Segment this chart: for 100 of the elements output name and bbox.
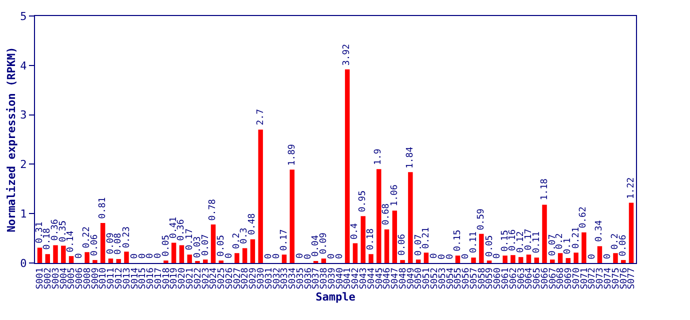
data-label: 0.14 bbox=[66, 230, 76, 252]
data-label: 0.68 bbox=[381, 203, 392, 226]
data-label: 0.21 bbox=[571, 227, 582, 249]
data-label: 0.21 bbox=[422, 227, 432, 249]
data-label: 0.78 bbox=[208, 199, 218, 221]
bar bbox=[628, 202, 634, 263]
y-axis-title: Normalized expression (RPKM) bbox=[4, 46, 18, 232]
data-label: 0.06 bbox=[398, 234, 408, 256]
bar bbox=[613, 253, 618, 263]
bar bbox=[550, 260, 555, 263]
bar bbox=[424, 252, 429, 263]
y-tick-label: 4 bbox=[20, 59, 28, 72]
bar bbox=[526, 254, 532, 263]
bar bbox=[210, 224, 216, 263]
data-label: 0.81 bbox=[98, 197, 108, 219]
bar bbox=[542, 204, 547, 263]
data-label: 0.06 bbox=[90, 234, 100, 256]
bar bbox=[108, 258, 114, 263]
data-label: 0.18 bbox=[366, 228, 376, 250]
bar bbox=[100, 222, 106, 263]
x-axis-title: Sample bbox=[316, 290, 356, 304]
bar bbox=[518, 257, 524, 263]
x-tick-label: S077 bbox=[627, 268, 638, 290]
data-label: 0.36 bbox=[50, 219, 60, 241]
data-label: 0 bbox=[492, 253, 503, 259]
bar bbox=[45, 254, 50, 263]
data-label: 1.18 bbox=[540, 178, 550, 200]
bar bbox=[368, 254, 374, 263]
data-label: 0 bbox=[74, 253, 85, 259]
bar bbox=[400, 260, 405, 263]
data-label: 1.84 bbox=[405, 146, 416, 169]
data-label: 0 bbox=[224, 253, 235, 259]
data-label: 0.06 bbox=[618, 234, 628, 256]
data-label: 0.62 bbox=[578, 206, 589, 228]
data-label: 0.12 bbox=[516, 231, 526, 253]
bar bbox=[258, 130, 263, 263]
data-label: 0 bbox=[334, 254, 345, 259]
data-label: 0 bbox=[445, 254, 456, 260]
data-label: 0.34 bbox=[594, 220, 605, 242]
bar bbox=[455, 256, 460, 263]
data-label: 0.04 bbox=[310, 235, 321, 257]
bar bbox=[510, 255, 516, 263]
data-label: 0.48 bbox=[247, 213, 258, 235]
bar bbox=[290, 170, 294, 263]
bar bbox=[187, 254, 192, 263]
bar bbox=[392, 210, 398, 263]
bar bbox=[179, 245, 184, 263]
bar bbox=[416, 260, 421, 263]
bar bbox=[61, 246, 66, 263]
bar bbox=[566, 258, 571, 263]
data-label: 0.4 bbox=[350, 223, 360, 240]
bar bbox=[171, 242, 176, 263]
bar bbox=[344, 69, 350, 263]
bar bbox=[242, 248, 248, 263]
data-label: 2.7 bbox=[256, 108, 266, 126]
data-label: 0.11 bbox=[532, 232, 542, 254]
data-label: 0.17 bbox=[280, 229, 290, 251]
data-label: 0 bbox=[603, 254, 614, 260]
data-label: 0 bbox=[587, 254, 598, 260]
y-tick-label: 2 bbox=[20, 158, 27, 172]
y-tick-label: 3 bbox=[20, 108, 27, 122]
bar bbox=[384, 229, 390, 263]
data-label: 1.06 bbox=[390, 184, 400, 206]
bar bbox=[84, 252, 90, 263]
bar bbox=[250, 239, 256, 263]
bar bbox=[282, 254, 287, 263]
bar bbox=[203, 260, 208, 263]
bar bbox=[502, 256, 508, 263]
bar bbox=[124, 252, 129, 263]
bar bbox=[408, 172, 413, 263]
bar bbox=[376, 169, 382, 263]
bar bbox=[68, 256, 74, 263]
bar bbox=[37, 248, 42, 263]
bar bbox=[471, 258, 476, 263]
data-label: 1.9 bbox=[374, 148, 384, 166]
y-tick-label: 1 bbox=[20, 207, 27, 220]
bar bbox=[234, 253, 240, 263]
bar bbox=[116, 259, 121, 263]
bar bbox=[321, 258, 326, 263]
data-label: 0.15 bbox=[453, 230, 464, 252]
data-label: 0.09 bbox=[319, 232, 330, 254]
data-label: 0.07 bbox=[200, 234, 211, 256]
data-label: 0.59 bbox=[476, 208, 487, 230]
data-label: 0 bbox=[461, 254, 472, 260]
data-label: 0.11 bbox=[468, 231, 479, 254]
bar bbox=[582, 232, 586, 263]
data-label: 0.95 bbox=[358, 190, 368, 212]
data-label: 3.92 bbox=[342, 44, 352, 66]
bar bbox=[534, 258, 539, 263]
data-label: 1.89 bbox=[287, 144, 298, 166]
bar bbox=[53, 245, 58, 263]
bar bbox=[621, 260, 626, 263]
bar bbox=[558, 253, 563, 263]
data-label: 0.23 bbox=[122, 226, 132, 248]
bar bbox=[479, 234, 484, 263]
bar bbox=[352, 243, 358, 263]
bar bbox=[92, 260, 98, 263]
data-label: 1.22 bbox=[626, 177, 637, 199]
y-tick-label: 0 bbox=[20, 256, 27, 270]
bar bbox=[597, 246, 602, 263]
